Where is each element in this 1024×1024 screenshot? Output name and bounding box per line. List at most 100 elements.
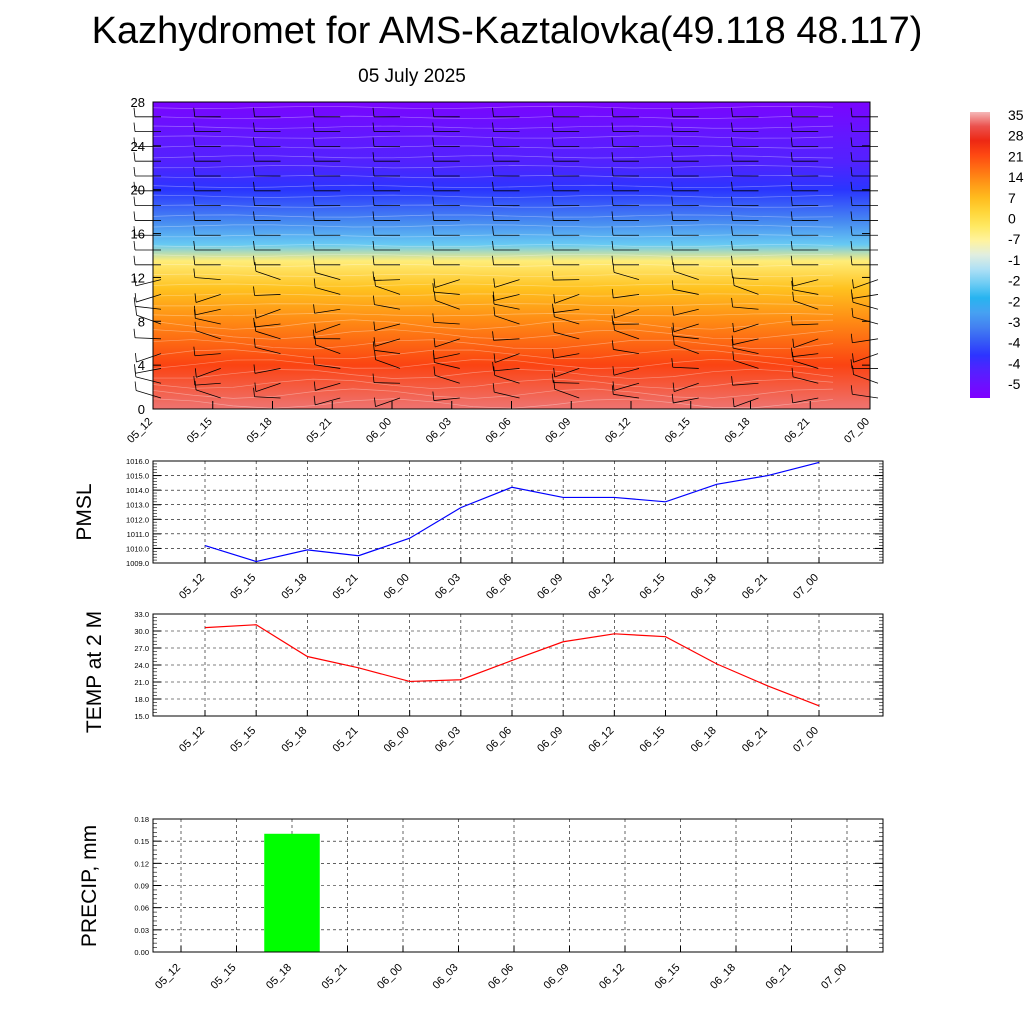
contour-line [152,329,834,340]
wind-barb-flag [551,107,554,117]
wind-barb-flag [193,211,196,221]
wind-barb-flag [671,181,674,191]
wind-barb [613,271,640,281]
wind-barb [493,368,520,372]
wind-barb-flag [253,137,255,147]
contour-line [152,253,834,258]
wind-barb-flag [313,304,315,314]
temperature-field [153,102,870,409]
wind-barb [554,331,580,340]
wind-barb [673,270,699,281]
wind-barb [793,300,819,310]
wind-barb-flag [372,122,375,132]
contour-line [152,224,834,228]
colorbar-label: -2 [1008,293,1021,309]
wind-barb [852,301,879,310]
x-tick-label: 06_03 [431,962,461,992]
wind-barb-flag [553,294,556,304]
x-tick-label: 06_00 [375,962,405,992]
contour-line [152,244,834,248]
wind-barb-flag [611,196,614,206]
x-tick-label: 06_03 [433,572,463,602]
wind-barb-flag [253,122,255,132]
wind-barb-flag [551,255,554,265]
contour-line [152,145,834,149]
wind-barb-flag [312,181,315,191]
wind-barb-flag [611,152,614,162]
wind-barb-flag [193,152,196,162]
wind-barb [554,316,580,325]
wind-barb-flag [312,196,315,206]
wind-barb [674,382,699,392]
wind-barb-flag [850,137,853,147]
x-tick-label: 06_12 [586,572,616,602]
wind-barb [793,338,819,349]
wind-barb-flag [671,280,674,290]
wind-barb [732,306,759,310]
wind-barb [792,397,819,404]
wind-barb-flag [850,385,853,395]
temp-panel: 15.0 18.0 21.0 24.0 27.0 30.0 33.0 05_12 05_15 05… [83,610,884,755]
contour-line [152,398,834,409]
x-tick-label: 06_06 [484,725,514,755]
contour-line [152,339,834,350]
wind-barb-flag [492,295,495,305]
wind-barb [434,279,460,288]
contour-line [152,194,834,198]
wind-barb-flag [133,137,136,147]
x-tick-label: 06_06 [484,416,514,446]
wind-barb [135,337,162,340]
colorbar-label: -7 [1008,231,1021,247]
wind-barb-flag [253,338,256,348]
wind-barb-flag [493,278,496,288]
series-line [204,461,820,563]
wind-barb [613,349,640,355]
wind-barb-flag [193,166,196,177]
wind-barb [314,364,341,369]
wind-barb-flag [850,289,853,299]
wind-barb-flag [731,255,733,265]
wind-barb [673,308,699,316]
wind-barb-flag [492,383,495,393]
wind-barb [494,391,520,399]
wind-barb [374,323,401,331]
wind-barb-flag [492,152,494,162]
wind-barb-flag [551,122,554,132]
wind-barb-flag [672,262,675,272]
wind-barb-flag [432,107,435,117]
wind-barb-flag [731,376,733,386]
wind-barb [434,375,460,384]
x-tick-label: 06_21 [764,962,794,992]
wind-barb-flag [432,349,435,359]
contour-line [152,204,834,208]
wind-barb-flag [611,107,614,117]
wind-barb-flag [492,226,494,236]
colorbar-label: -3 [1008,314,1021,330]
wind-barb-flag [253,255,255,265]
wind-barb [195,308,221,316]
wind-barb-flag [372,341,375,351]
x-tick-label: 06_09 [542,962,572,992]
wind-barb-flag [850,181,853,191]
wind-barb [792,376,819,384]
wind-barb [195,294,221,303]
wind-barb [852,338,879,344]
wind-barb-flag [850,240,853,251]
wind-barb-flag [432,211,435,221]
wind-barb-flag [672,306,674,316]
wind-barb-flag [372,255,375,265]
wind-barb-flag [611,137,614,147]
wind-barb-flag [551,196,554,206]
y-tick-label: 18.0 [134,695,149,704]
wind-barb-flag [373,321,376,331]
wind-barb [195,318,221,325]
wind-barb-flag [253,211,255,221]
wind-barb [194,382,221,386]
wind-barb-flag [492,166,494,177]
x-tick-label: 05_12 [177,572,207,602]
wind-barb-flag [672,322,675,332]
wind-barb [613,294,640,299]
wind-barb [255,270,281,280]
wind-barb [194,353,221,357]
